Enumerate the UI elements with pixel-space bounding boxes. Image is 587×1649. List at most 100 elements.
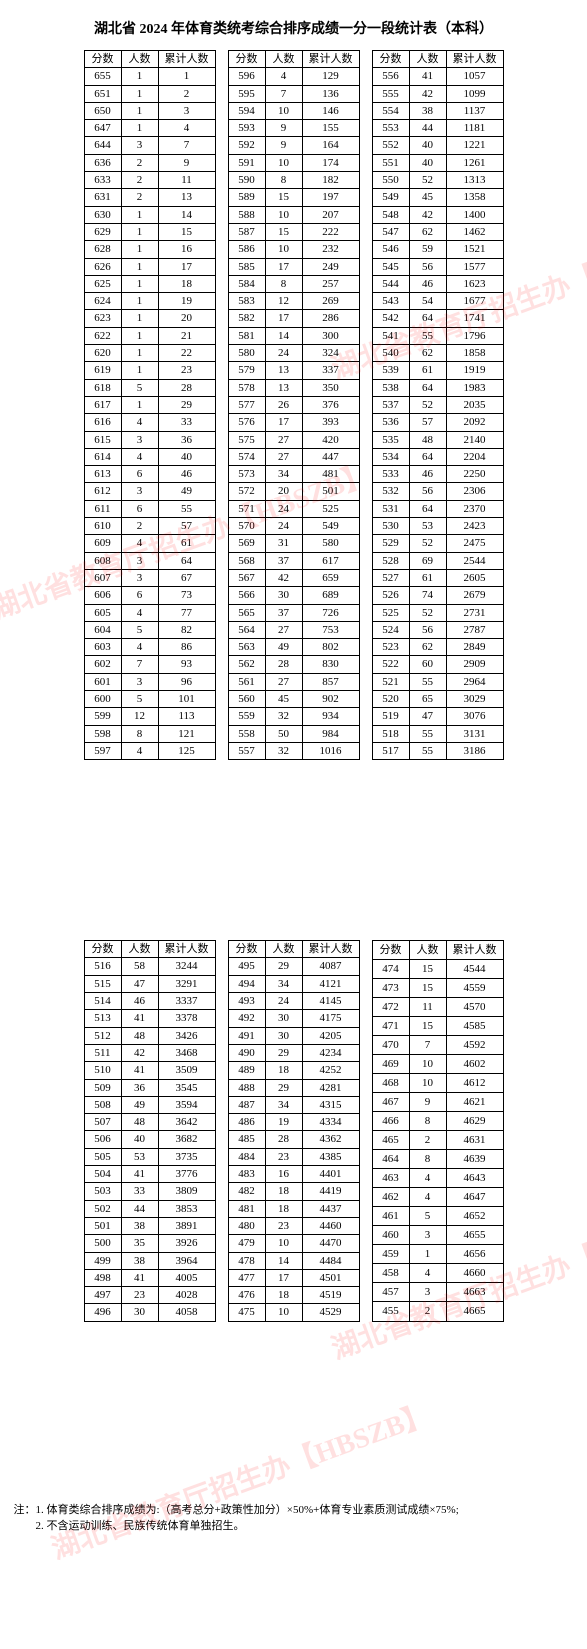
cell-cum: 3891 <box>158 1217 215 1234</box>
cell-cum: 4460 <box>302 1217 359 1234</box>
cell-count: 30 <box>265 1027 302 1044</box>
table-row: 58312269 <box>228 293 359 310</box>
cell-score: 466 <box>372 1112 409 1131</box>
cell-cum: 13 <box>158 189 215 206</box>
table-row: 56127857 <box>228 673 359 690</box>
cell-score: 655 <box>84 68 121 85</box>
cell-score: 625 <box>84 275 121 292</box>
cell-score: 475 <box>228 1304 265 1321</box>
cell-score: 516 <box>84 958 121 975</box>
cell-count: 74 <box>409 587 446 604</box>
cell-cum: 20 <box>158 310 215 327</box>
cell-score: 651 <box>84 85 121 102</box>
col-count: 人数 <box>121 941 158 958</box>
cell-cum: 3594 <box>158 1096 215 1113</box>
table-row: 509363545 <box>84 1079 215 1096</box>
table-row: 524562787 <box>372 621 503 638</box>
cell-count: 38 <box>121 1217 158 1234</box>
table-row: 510413509 <box>84 1062 215 1079</box>
cell-cum: 300 <box>302 327 359 344</box>
table-row: 507483642 <box>84 1114 215 1131</box>
cell-count: 69 <box>409 552 446 569</box>
cell-score: 613 <box>84 466 121 483</box>
cell-cum: 4544 <box>446 960 503 979</box>
cell-score: 612 <box>84 483 121 500</box>
cell-score: 647 <box>84 120 121 137</box>
table-row: 618528 <box>84 379 215 396</box>
cell-score: 626 <box>84 258 121 275</box>
cell-score: 630 <box>84 206 121 223</box>
cell-count: 62 <box>409 223 446 240</box>
cell-score: 577 <box>228 396 265 413</box>
cell-count: 10 <box>265 154 302 171</box>
table-row: 624119 <box>84 293 215 310</box>
cell-cum: 802 <box>302 639 359 656</box>
table-row: 606673 <box>84 587 215 604</box>
table-row: 532562306 <box>372 483 503 500</box>
cell-score: 569 <box>228 535 265 552</box>
cell-cum: 1462 <box>446 223 503 240</box>
cell-cum: 393 <box>302 414 359 431</box>
table-row: 555421099 <box>372 85 503 102</box>
cell-cum: 3468 <box>158 1044 215 1061</box>
cell-score: 527 <box>372 569 409 586</box>
table-row: 59110174 <box>228 154 359 171</box>
cell-score: 461 <box>372 1207 409 1226</box>
cell-cum: 29 <box>158 396 215 413</box>
cell-count: 30 <box>265 587 302 604</box>
cell-cum: 1221 <box>446 137 503 154</box>
cell-score: 631 <box>84 189 121 206</box>
cell-count: 3 <box>121 673 158 690</box>
cell-score: 594 <box>228 102 265 119</box>
col-count: 人数 <box>121 51 158 68</box>
cell-cum: 57 <box>158 518 215 535</box>
cell-cum: 3131 <box>446 725 503 742</box>
table-row: 549451358 <box>372 189 503 206</box>
cell-count: 4 <box>265 68 302 85</box>
cell-score: 506 <box>84 1131 121 1148</box>
table-row: 471154585 <box>372 1017 503 1036</box>
table-row: 486194334 <box>228 1114 359 1131</box>
col-score: 分数 <box>372 51 409 68</box>
cell-score: 512 <box>84 1027 121 1044</box>
cell-cum: 77 <box>158 604 215 621</box>
cell-score: 597 <box>84 742 121 759</box>
cell-cum: 1 <box>158 68 215 85</box>
cell-score: 531 <box>372 500 409 517</box>
cell-count: 15 <box>409 1017 446 1036</box>
cell-score: 633 <box>84 172 121 189</box>
cell-count: 6 <box>121 500 158 517</box>
cell-score: 588 <box>228 206 265 223</box>
cell-cum: 4121 <box>302 975 359 992</box>
cell-score: 519 <box>372 708 409 725</box>
table-row: 479104470 <box>228 1235 359 1252</box>
cell-cum: 1919 <box>446 362 503 379</box>
table-row: 47074592 <box>372 1036 503 1055</box>
cell-count: 1 <box>121 258 158 275</box>
cell-score: 557 <box>228 742 265 759</box>
table-row: 483164401 <box>228 1166 359 1183</box>
table-row: 496304058 <box>84 1304 215 1321</box>
cell-score: 459 <box>372 1245 409 1264</box>
cell-count: 12 <box>265 293 302 310</box>
cell-score: 537 <box>372 396 409 413</box>
cell-cum: 49 <box>158 483 215 500</box>
cell-count: 3 <box>409 1226 446 1245</box>
cell-cum: 4656 <box>446 1245 503 1264</box>
cell-cum: 28 <box>158 379 215 396</box>
cell-count: 23 <box>265 1148 302 1165</box>
cell-cum: 617 <box>302 552 359 569</box>
table-row: 535482140 <box>372 431 503 448</box>
cell-score: 620 <box>84 345 121 362</box>
cell-cum: 580 <box>302 535 359 552</box>
cell-cum: 350 <box>302 379 359 396</box>
cell-count: 10 <box>265 1235 302 1252</box>
cell-score: 562 <box>228 656 265 673</box>
table-row: 57527420 <box>228 431 359 448</box>
cell-count: 56 <box>409 621 446 638</box>
cell-count: 14 <box>265 327 302 344</box>
cell-cum: 4663 <box>446 1283 503 1302</box>
col-cum: 累计人数 <box>158 941 215 958</box>
cell-cum: 2909 <box>446 656 503 673</box>
table-row: 45734663 <box>372 1283 503 1302</box>
